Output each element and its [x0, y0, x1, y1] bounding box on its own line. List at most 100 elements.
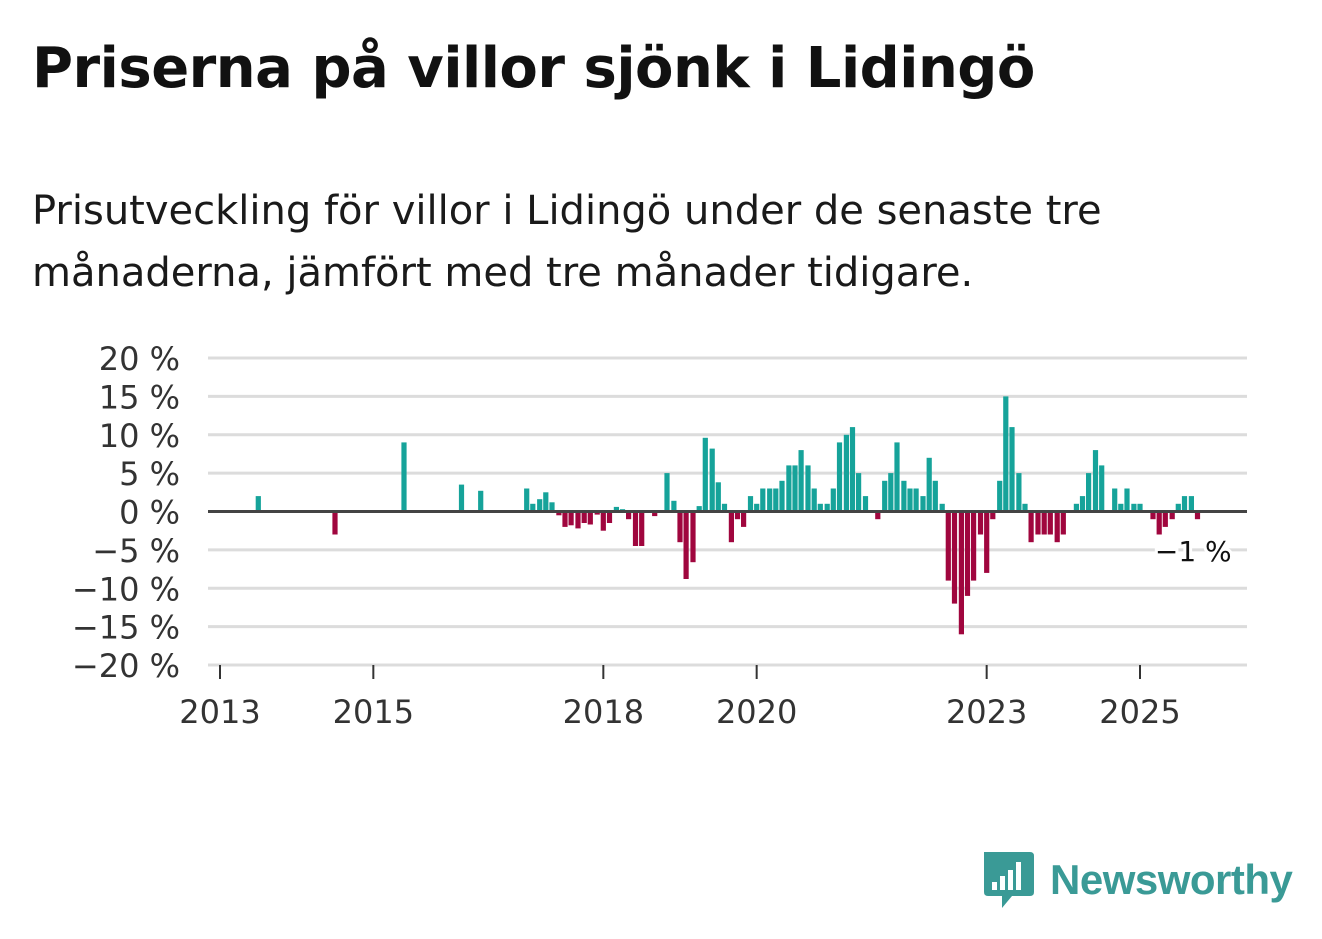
newsworthy-logo-text: Newsworthy: [1050, 856, 1293, 903]
bar: [530, 503, 536, 512]
bar: [907, 488, 913, 512]
bar: [958, 511, 964, 635]
x-tick-label: 2015: [333, 693, 414, 731]
bar: [1131, 503, 1137, 512]
y-tick-label: 0 %: [119, 494, 180, 532]
bar: [1041, 511, 1047, 535]
bar: [798, 450, 804, 512]
bar: [830, 488, 836, 512]
bar: [1016, 473, 1022, 512]
bar: [894, 442, 900, 512]
bar: [677, 511, 683, 543]
bar: [1086, 473, 1092, 512]
y-tick-label: −20 %: [72, 647, 180, 685]
chart-subtitle: Prisutveckling för villor i Lidingö unde…: [32, 188, 1102, 296]
bar: [587, 511, 593, 525]
bar: [332, 511, 338, 535]
bar: [779, 480, 785, 512]
x-axis-ticks: 2013 2015 2018 2020 2023 2025: [179, 665, 1181, 731]
newsworthy-logo[interactable]: Newsworthy: [980, 850, 1293, 910]
y-axis-tick-labels: 20 %15 %10 %5 %0 %−5 %−10 %−15 %−20 %: [72, 340, 180, 685]
bar: [1079, 496, 1086, 512]
bar: [543, 492, 549, 512]
bar: [811, 488, 817, 512]
bar: [875, 511, 881, 520]
bar: [1035, 511, 1041, 535]
bar: [1003, 396, 1009, 512]
bar: [671, 500, 677, 512]
bar: [1022, 503, 1028, 512]
chart-title: Priserna på villor sjönk i Lidingö: [32, 36, 1035, 101]
bar: [1060, 511, 1066, 535]
y-tick-label: 5 %: [119, 455, 180, 493]
bar: [562, 511, 568, 527]
bar: [862, 496, 869, 512]
bar: [600, 511, 606, 531]
y-tick-label: 20 %: [99, 340, 180, 378]
bar: [1047, 511, 1053, 535]
bar: [1028, 511, 1034, 543]
bar: [932, 480, 938, 512]
bar: [683, 511, 689, 579]
bar: [888, 473, 894, 512]
bar: [754, 503, 760, 512]
bar: [1169, 511, 1175, 520]
bar: [626, 511, 632, 520]
last-value-annotation: −1 %: [1155, 535, 1232, 568]
bar: [734, 511, 741, 520]
bar: [1009, 427, 1015, 512]
y-tick-label: 10 %: [99, 417, 180, 455]
bar: [1124, 488, 1130, 512]
bar: [549, 502, 555, 512]
bar: [696, 506, 702, 512]
bar: [664, 473, 670, 512]
y-tick-label: −15 %: [72, 609, 180, 647]
newsworthy-logo-icon: [984, 852, 1034, 908]
bar: [709, 448, 715, 512]
bar: [1181, 496, 1188, 512]
bar: [594, 511, 600, 515]
bar: [964, 511, 971, 596]
bar: [773, 488, 779, 512]
bar: [747, 496, 754, 512]
bar: [997, 480, 1003, 512]
y-tick-label: −10 %: [72, 570, 180, 608]
bar: [1092, 450, 1099, 512]
bar: [728, 511, 734, 543]
bar: [913, 488, 919, 512]
bar: [1188, 496, 1194, 512]
bar: [1156, 511, 1162, 535]
bar: [537, 499, 543, 512]
bar: [901, 480, 907, 512]
bar: [817, 503, 823, 512]
bar: [1175, 503, 1181, 512]
bar: [524, 488, 530, 512]
bars: [255, 396, 1201, 635]
y-tick-label: −5 %: [92, 532, 180, 570]
bar: [882, 480, 888, 512]
bar: [1150, 511, 1156, 520]
bar: [721, 503, 728, 512]
bar: [760, 488, 766, 512]
bar: [715, 482, 721, 512]
bar: [458, 484, 465, 512]
bar: [613, 506, 619, 512]
bar: [824, 503, 830, 512]
bar: [568, 511, 574, 526]
bar: [639, 511, 645, 546]
bar: [920, 496, 926, 512]
x-tick-label: 2023: [946, 693, 1027, 731]
bar: [652, 511, 658, 517]
bar: [1099, 465, 1105, 512]
bar: [786, 465, 792, 512]
bar: [1162, 511, 1168, 527]
bar: [255, 496, 261, 512]
bar: [856, 473, 862, 512]
bar: [1137, 503, 1143, 512]
bar: [575, 511, 581, 529]
bar: [805, 465, 811, 512]
bar: [843, 434, 849, 512]
bar: [1073, 503, 1079, 512]
bar: [690, 511, 696, 563]
